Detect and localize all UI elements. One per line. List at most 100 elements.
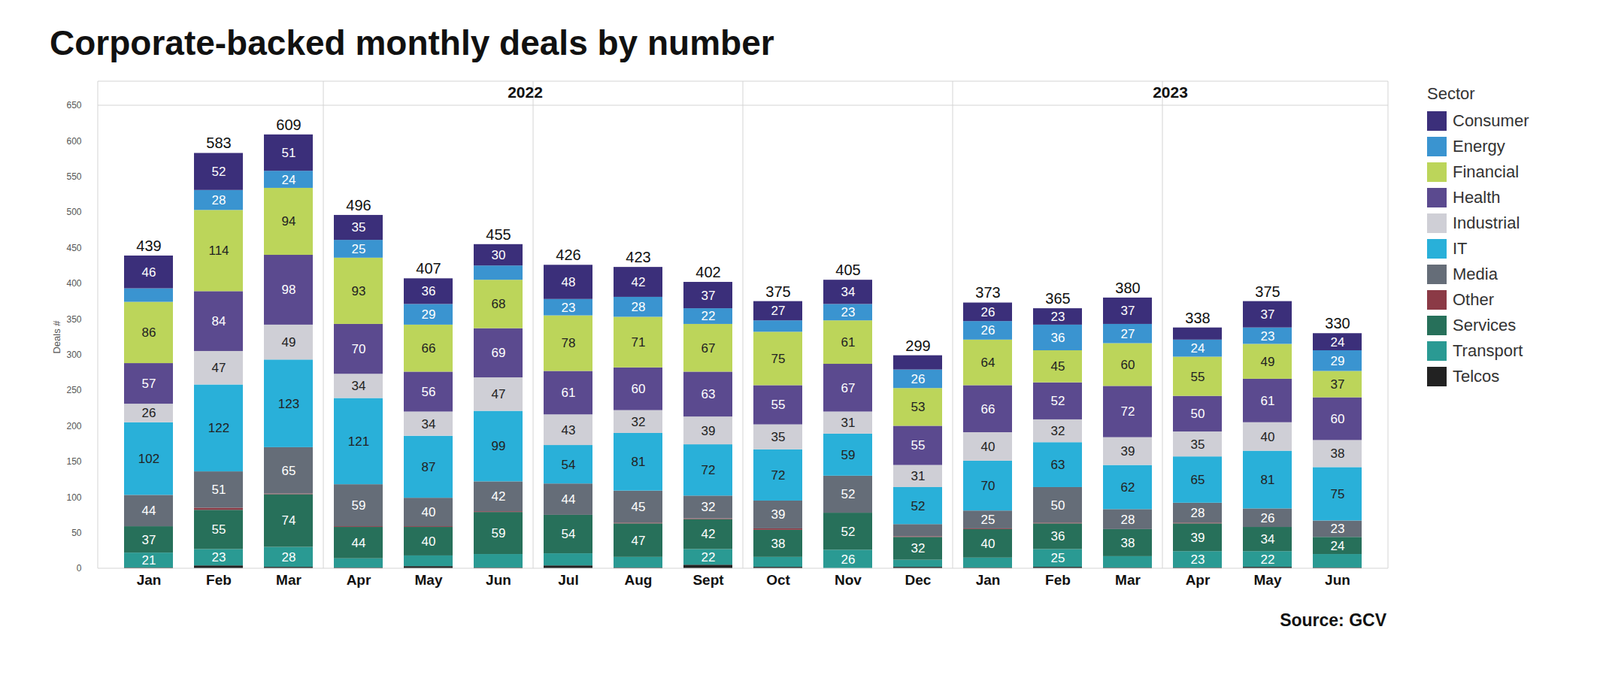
svg-text:63: 63 bbox=[1051, 457, 1066, 473]
svg-text:39: 39 bbox=[701, 424, 716, 439]
svg-text:22: 22 bbox=[701, 550, 716, 565]
svg-text:66: 66 bbox=[981, 402, 996, 417]
svg-text:373: 373 bbox=[975, 284, 1000, 301]
svg-text:61: 61 bbox=[1260, 393, 1276, 409]
svg-text:300: 300 bbox=[66, 349, 82, 361]
svg-text:34: 34 bbox=[841, 284, 856, 300]
svg-text:122: 122 bbox=[208, 421, 230, 436]
svg-text:Sept: Sept bbox=[692, 572, 725, 588]
svg-text:67: 67 bbox=[701, 341, 716, 356]
svg-text:67: 67 bbox=[841, 381, 856, 396]
svg-text:98: 98 bbox=[281, 282, 297, 297]
svg-text:61: 61 bbox=[561, 385, 576, 400]
svg-text:450: 450 bbox=[66, 242, 82, 254]
svg-text:93: 93 bbox=[351, 284, 367, 299]
svg-text:50: 50 bbox=[1051, 498, 1066, 513]
svg-text:31: 31 bbox=[841, 415, 856, 431]
svg-text:330: 330 bbox=[1324, 315, 1350, 332]
svg-text:64: 64 bbox=[981, 355, 996, 370]
svg-text:74: 74 bbox=[281, 513, 297, 528]
svg-text:54: 54 bbox=[561, 457, 576, 473]
svg-text:26: 26 bbox=[911, 372, 926, 387]
svg-text:52: 52 bbox=[911, 499, 926, 514]
svg-text:42: 42 bbox=[631, 275, 646, 290]
svg-text:Jan: Jan bbox=[136, 572, 162, 588]
svg-text:39: 39 bbox=[1121, 444, 1136, 459]
svg-text:28: 28 bbox=[1121, 512, 1136, 528]
svg-text:338: 338 bbox=[1184, 309, 1210, 327]
svg-text:32: 32 bbox=[1051, 424, 1066, 439]
svg-text:May: May bbox=[415, 572, 443, 588]
svg-text:60: 60 bbox=[1330, 412, 1346, 427]
svg-text:31: 31 bbox=[911, 469, 926, 484]
svg-text:65: 65 bbox=[1190, 472, 1206, 488]
svg-text:39: 39 bbox=[1190, 530, 1206, 546]
svg-text:38: 38 bbox=[1121, 536, 1136, 551]
svg-text:150: 150 bbox=[66, 456, 82, 467]
svg-text:500: 500 bbox=[66, 206, 82, 218]
svg-text:53: 53 bbox=[911, 400, 926, 415]
svg-text:37: 37 bbox=[1121, 303, 1136, 319]
svg-text:60: 60 bbox=[631, 381, 646, 397]
svg-text:400: 400 bbox=[66, 278, 82, 289]
svg-text:200: 200 bbox=[66, 421, 82, 432]
svg-text:84: 84 bbox=[212, 314, 227, 329]
svg-text:37: 37 bbox=[142, 533, 157, 548]
svg-text:28: 28 bbox=[1190, 506, 1206, 521]
svg-text:40: 40 bbox=[981, 536, 996, 552]
svg-text:34: 34 bbox=[421, 417, 437, 432]
svg-text:44: 44 bbox=[351, 536, 367, 551]
svg-text:Dec: Dec bbox=[905, 572, 932, 588]
svg-text:26: 26 bbox=[841, 552, 856, 567]
svg-text:Nov: Nov bbox=[834, 572, 862, 588]
svg-text:121: 121 bbox=[348, 434, 370, 449]
svg-text:52: 52 bbox=[841, 487, 856, 502]
svg-text:650: 650 bbox=[66, 100, 82, 111]
svg-text:81: 81 bbox=[631, 454, 646, 470]
svg-text:26: 26 bbox=[981, 323, 996, 338]
svg-text:Oct: Oct bbox=[766, 572, 791, 588]
svg-text:23: 23 bbox=[1190, 552, 1206, 567]
svg-text:2022: 2022 bbox=[507, 83, 543, 101]
svg-text:423: 423 bbox=[625, 248, 651, 266]
svg-text:49: 49 bbox=[281, 335, 297, 350]
svg-text:38: 38 bbox=[771, 536, 786, 552]
svg-text:40: 40 bbox=[421, 534, 437, 549]
svg-text:66: 66 bbox=[421, 341, 437, 356]
svg-text:55: 55 bbox=[212, 522, 227, 537]
svg-text:35: 35 bbox=[351, 220, 367, 235]
svg-text:65: 65 bbox=[281, 463, 297, 479]
svg-text:43: 43 bbox=[561, 423, 576, 438]
svg-text:23: 23 bbox=[561, 300, 576, 316]
svg-text:70: 70 bbox=[981, 478, 996, 494]
svg-text:62: 62 bbox=[1121, 480, 1136, 495]
svg-text:72: 72 bbox=[771, 468, 786, 483]
svg-text:72: 72 bbox=[701, 463, 716, 478]
svg-text:Feb: Feb bbox=[206, 572, 232, 588]
svg-text:44: 44 bbox=[561, 492, 576, 507]
svg-text:28: 28 bbox=[212, 193, 227, 208]
svg-text:26: 26 bbox=[981, 305, 996, 320]
svg-text:426: 426 bbox=[555, 246, 581, 264]
svg-text:35: 35 bbox=[1190, 437, 1206, 452]
svg-text:114: 114 bbox=[208, 243, 229, 258]
svg-text:23: 23 bbox=[841, 305, 856, 320]
svg-text:32: 32 bbox=[631, 415, 646, 430]
svg-text:23: 23 bbox=[1051, 309, 1066, 325]
svg-text:81: 81 bbox=[1260, 472, 1276, 488]
svg-text:94: 94 bbox=[281, 214, 297, 229]
svg-text:75: 75 bbox=[771, 351, 786, 367]
svg-text:44: 44 bbox=[142, 503, 157, 519]
svg-text:29: 29 bbox=[421, 307, 437, 322]
svg-text:25: 25 bbox=[351, 242, 367, 257]
svg-text:100: 100 bbox=[66, 492, 82, 504]
svg-text:24: 24 bbox=[1330, 335, 1346, 350]
svg-text:40: 40 bbox=[421, 505, 437, 520]
svg-text:36: 36 bbox=[1051, 529, 1066, 544]
svg-text:600: 600 bbox=[66, 136, 82, 147]
svg-text:Jan: Jan bbox=[975, 572, 1001, 588]
svg-text:56: 56 bbox=[421, 384, 437, 400]
svg-text:42: 42 bbox=[491, 489, 507, 504]
svg-text:55: 55 bbox=[771, 397, 786, 413]
svg-text:52: 52 bbox=[1051, 393, 1066, 409]
